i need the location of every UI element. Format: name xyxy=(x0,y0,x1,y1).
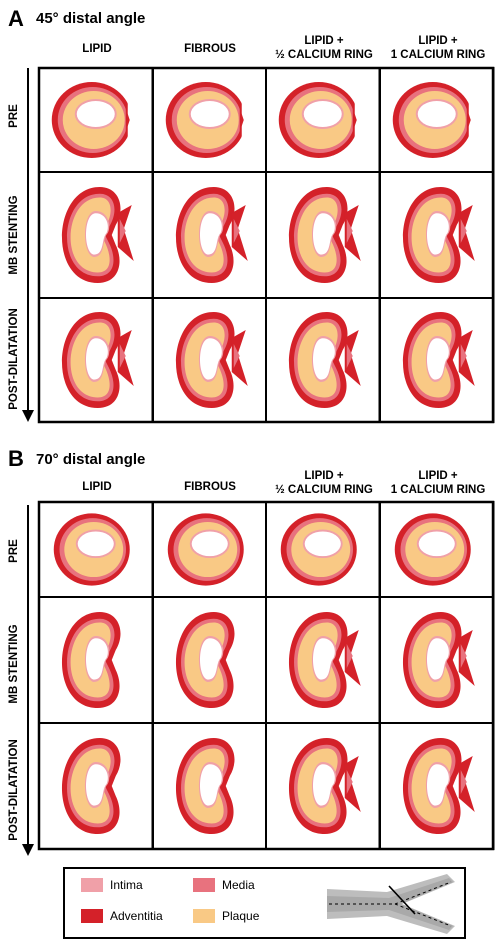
panel-b-cell-mb-stenting-lipid xyxy=(38,596,154,724)
panel-a-arrow xyxy=(22,68,34,422)
panel-a-cell-pre-lipid-half-calcium xyxy=(265,67,381,173)
panel-a-cell-post-dilatation-lipid xyxy=(38,297,154,423)
legend: Intima Media Adventitia Plaque xyxy=(63,867,466,939)
panel-b-cell-post-dilatation-fibrous xyxy=(152,722,268,850)
legend-swatch-intima xyxy=(81,878,103,892)
panel-b-col-fibrous: FIBROUS xyxy=(184,481,236,493)
panel-a-cell-mb-stenting-lipid xyxy=(38,171,154,299)
panel-b-cell-mb-stenting-fibrous xyxy=(152,596,268,724)
legend-swatch-plaque xyxy=(193,909,215,923)
panel-b-cell-post-dilatation-lipid xyxy=(38,722,154,850)
legend-label-adventitia: Adventitia xyxy=(110,909,163,923)
panel-b-title: 70° distal angle xyxy=(36,451,146,468)
panel-b-col-lipid: LIPID xyxy=(82,481,112,493)
panel-b-cell-post-dilatation-lipid-full-calcium xyxy=(379,722,495,850)
panel-a-cell-pre-fibrous xyxy=(152,67,268,173)
panel-b-grid-border xyxy=(37,500,495,851)
legend-label-plaque: Plaque xyxy=(222,909,260,923)
panel-a-cell-mb-stenting-lipid-half-calcium xyxy=(265,171,381,299)
panel-b-cell-mb-stenting-lipid-full-calcium xyxy=(379,596,495,724)
legend-label-media: Media xyxy=(222,878,255,892)
panel-a-cell-mb-stenting-lipid-full-calcium xyxy=(379,171,495,299)
panel-a-col-lipid-half-calcium: LIPID + ½ CALCIUM RING xyxy=(275,35,373,61)
bifurcation-icon xyxy=(327,874,455,934)
panel-a-cell-post-dilatation-lipid-half-calcium xyxy=(265,297,381,423)
panel-b-cell-pre-lipid xyxy=(38,501,154,598)
legend-swatch-adventitia xyxy=(81,909,103,923)
panel-a-title: 45° distal angle xyxy=(36,10,146,27)
panel-a-col-lipid-full-calcium: LIPID + 1 CALCIUM RING xyxy=(390,35,486,61)
panel-b-letter: B xyxy=(8,446,24,471)
panel-a-cell-post-dilatation-lipid-full-calcium xyxy=(379,297,495,423)
panel-b-cell-mb-stenting-lipid-half-calcium xyxy=(265,596,381,724)
panel-a-cell-pre-lipid-full-calcium xyxy=(379,67,495,173)
panel-b-arrow xyxy=(22,505,34,856)
panel-a-cell-pre-lipid xyxy=(38,67,154,173)
panel-a-cell-post-dilatation-fibrous xyxy=(152,297,268,423)
panel-b-cell-pre-lipid-half-calcium xyxy=(265,501,381,598)
panel-b-col-lipid-half-calcium: LIPID + ½ CALCIUM RING xyxy=(275,470,373,496)
panel-a-letter: A xyxy=(8,6,24,31)
panel-b-cell-post-dilatation-lipid-half-calcium xyxy=(265,722,381,850)
panel-a-col-fibrous: FIBROUS xyxy=(184,43,236,55)
legend-label-intima: Intima xyxy=(110,878,143,892)
panel-b-cell-pre-lipid-full-calcium xyxy=(379,501,495,598)
legend-swatch-media xyxy=(193,878,215,892)
panel-a-grid-border xyxy=(37,66,495,424)
panel-a-cell-mb-stenting-fibrous xyxy=(152,171,268,299)
panel-a-col-lipid: LIPID xyxy=(82,43,112,55)
panel-b-col-lipid-full-calcium: LIPID + 1 CALCIUM RING xyxy=(390,470,486,496)
panel-b-cell-pre-fibrous xyxy=(152,501,268,598)
